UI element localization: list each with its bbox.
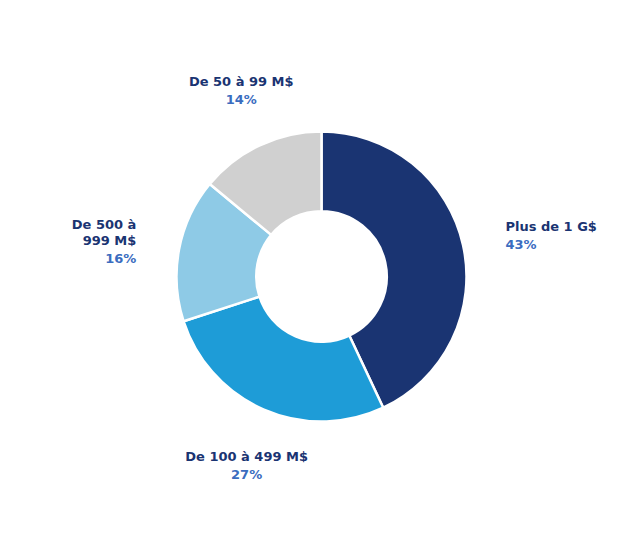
slices <box>176 132 466 422</box>
value-label: 16% <box>105 251 136 266</box>
value-label: 27% <box>231 467 262 482</box>
category-label: De 500 à999 M$ <box>72 217 137 248</box>
chart-svg: Plus de 1 G$ 43% De 100 à 499 M$ 27% De 500 … <box>0 0 643 553</box>
slice <box>184 297 384 422</box>
category-label: De 50 à 99 M$ <box>189 74 294 89</box>
chart-container: Plus de 1 G$ 43% De 100 à 499 M$ 27% De 500 … <box>0 0 643 553</box>
labels: Plus de 1 G$ 43% De 100 à 499 M$ 27% De 500 … <box>72 74 597 483</box>
value-label: 14% <box>226 92 257 107</box>
slice <box>210 132 322 235</box>
background <box>0 0 643 553</box>
value-label: 43% <box>505 237 536 252</box>
category-label: Plus de 1 G$ <box>505 219 596 234</box>
category-label: De 100 à 499 M$ <box>185 449 308 464</box>
